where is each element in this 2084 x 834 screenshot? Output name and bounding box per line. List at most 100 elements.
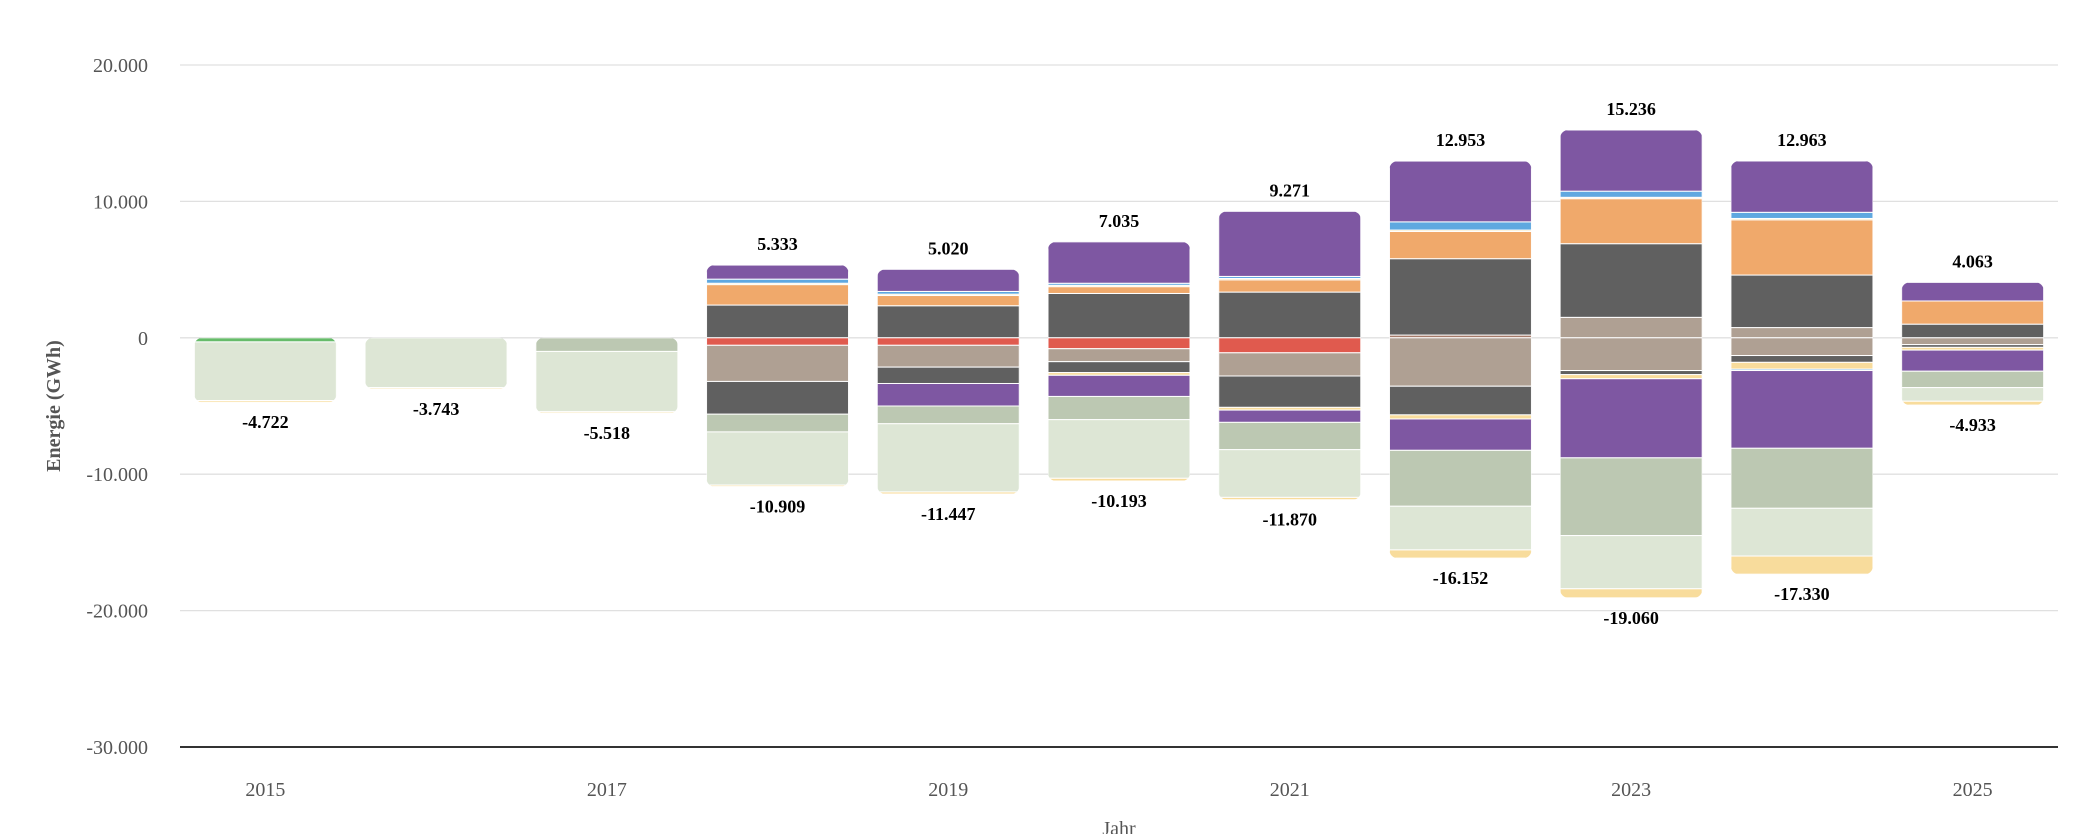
bar-segment-negative <box>1389 418 1532 451</box>
x-tick-label: 2019 <box>928 779 968 801</box>
bar-segment-negative <box>1730 507 1873 557</box>
bar-segment-positive <box>877 295 1020 307</box>
bar-segment-positive <box>1048 286 1190 294</box>
bar-segment-positive <box>706 304 849 339</box>
bar-segment-negative <box>877 423 1020 493</box>
bar-segment-negative <box>877 382 1020 407</box>
bar-segment-negative <box>1389 385 1532 416</box>
bar-segment-negative <box>1901 387 2044 402</box>
bar-segment-positive <box>1901 323 2044 339</box>
bar-segment-negative <box>1048 337 1190 350</box>
y-axis: 20.000 10.000 0 -10.000 -20.000 -30.000 <box>86 55 148 759</box>
bar-segment-positive <box>1389 258 1532 336</box>
bar-segment-negative <box>1560 374 1703 380</box>
bar-segment-negative <box>877 337 1020 346</box>
bar-segment-negative <box>877 366 1020 384</box>
x-tick-label: 2015 <box>245 779 285 801</box>
y-tick-label: -10.000 <box>86 464 148 486</box>
y-tick-label: 10.000 <box>93 191 148 213</box>
bar-segment-negative <box>1901 349 2044 372</box>
bar-segment-positive <box>1560 243 1703 318</box>
bar-segment-negative <box>194 337 337 343</box>
negative-total-label: -4.722 <box>242 412 289 432</box>
y-tick-label: -20.000 <box>86 601 148 623</box>
bar-2017 <box>535 337 678 414</box>
bar-segment-negative <box>877 405 1020 425</box>
bar-segment-positive <box>1218 291 1361 339</box>
bar-2022 <box>1389 161 1532 559</box>
bar-segment-negative <box>1560 337 1703 372</box>
y-tick-label: -30.000 <box>86 737 148 759</box>
negative-total-label: -19.060 <box>1603 608 1659 628</box>
bar-segment-positive <box>1218 279 1361 293</box>
bar-segment-negative <box>1560 588 1703 598</box>
bar-segment-negative <box>1048 477 1190 481</box>
bar-segment-positive <box>1560 316 1703 339</box>
bar-2018 <box>706 265 849 487</box>
bar-segment-positive <box>1730 211 1873 219</box>
bar-segment-negative <box>1218 375 1361 408</box>
bar-segment-negative <box>1048 419 1190 479</box>
bar-2019 <box>877 269 1020 494</box>
bar-segment-positive <box>1560 190 1703 198</box>
positive-total-label: 7.035 <box>1099 211 1140 231</box>
bar-segment-negative <box>1730 447 1873 509</box>
x-axis-title: Jahr <box>1102 818 1136 834</box>
bar-segment-positive <box>1730 160 1873 213</box>
x-tick-label: 2023 <box>1611 779 1651 801</box>
bar-segment-negative <box>1218 409 1361 423</box>
bar-segment-negative <box>1901 370 2044 389</box>
total-labels: -4.722 -3.743 -5.518 5.333 -10.909 5.020 -11.4… <box>242 99 1996 628</box>
negative-total-label: -3.743 <box>413 399 460 419</box>
x-tick-label: 2025 <box>1953 779 1993 801</box>
bar-segment-negative <box>535 411 678 414</box>
positive-total-label: 5.333 <box>757 234 798 254</box>
positive-total-label: 15.236 <box>1606 99 1656 119</box>
bar-segment-positive <box>1560 129 1703 192</box>
bar-segment-negative <box>1218 421 1361 451</box>
negative-total-label: -4.933 <box>1949 415 1996 435</box>
bar-segment-positive <box>706 284 849 306</box>
bar-segment-negative <box>1901 400 2044 406</box>
bar-segment-negative <box>1730 355 1873 363</box>
bar-2020 <box>1048 241 1190 481</box>
positive-total-label: 9.271 <box>1269 180 1310 200</box>
bar-segment-negative <box>365 337 508 389</box>
y-tick-label: 20.000 <box>93 55 148 77</box>
bar-segment-positive <box>1730 274 1873 329</box>
bar-segment-negative <box>1560 378 1703 459</box>
bar-segment-negative <box>877 344 1020 368</box>
negative-total-label: -11.870 <box>1262 510 1317 530</box>
bar-segment-positive <box>1730 327 1873 339</box>
bar-segment-negative <box>1389 449 1532 507</box>
bar-segment-positive <box>1389 161 1532 223</box>
positive-total-label: 12.963 <box>1777 130 1827 150</box>
bar-segment-negative <box>194 400 337 403</box>
bar-2021 <box>1218 211 1361 500</box>
bar-2024 <box>1730 160 1873 575</box>
bar-segment-negative <box>1389 414 1532 420</box>
bar-segment-negative <box>706 380 849 415</box>
bar-segment-negative <box>1730 337 1873 357</box>
negative-total-label: -16.152 <box>1433 568 1489 588</box>
bar-segment-negative <box>535 350 678 413</box>
negative-total-label: -10.193 <box>1091 491 1147 511</box>
bar-segment-negative <box>194 341 337 402</box>
bar-segment-positive <box>1048 241 1190 284</box>
bar-segment-negative <box>1389 549 1532 559</box>
negative-total-label: -5.518 <box>584 423 631 443</box>
bar-segment-negative <box>706 344 849 382</box>
bar-2025 <box>1901 282 2044 406</box>
bar-segment-positive <box>1389 230 1532 260</box>
bar-segment-positive <box>1901 300 2044 325</box>
bar-segment-positive <box>1218 211 1361 277</box>
positive-total-label: 12.953 <box>1436 130 1486 150</box>
bar-segment-negative <box>1560 535 1703 590</box>
bar-segment-positive <box>877 269 1020 292</box>
bar-segment-negative <box>1218 449 1361 498</box>
negative-total-label: -17.330 <box>1774 584 1830 604</box>
bar-2023 <box>1560 129 1703 598</box>
bar-segment-negative <box>1048 361 1190 374</box>
bar-segment-positive <box>1389 221 1532 231</box>
